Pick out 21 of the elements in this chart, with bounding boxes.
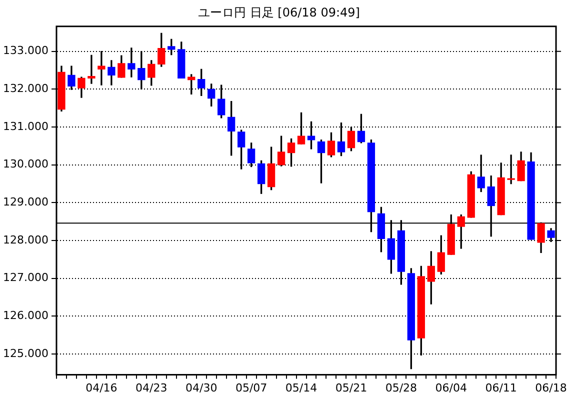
y-tick-label: 131.000 [2, 120, 48, 133]
x-tick-label: 06/04 [435, 381, 467, 394]
candlestick [88, 54, 96, 84]
x-tick-label: 05/14 [285, 381, 318, 394]
x-tick-label: 05/21 [335, 381, 368, 394]
x-tick-label: 04/23 [136, 381, 168, 394]
x-tick-label: 04/16 [86, 381, 118, 394]
y-tick-label: 125.000 [2, 346, 48, 360]
y-tick-label: 132.000 [2, 82, 48, 96]
x-tick-label: 06/11 [485, 381, 517, 394]
x-tick-label: 06/18 [535, 381, 567, 394]
x-tick-label: 04/30 [186, 381, 218, 394]
x-tick-label: 05/28 [385, 381, 418, 394]
y-tick-label: 129.000 [2, 196, 48, 209]
x-tick-label: 05/07 [235, 381, 268, 394]
y-tick-label: 133.000 [2, 44, 48, 58]
y-tick-label: 128.000 [2, 233, 48, 246]
y-tick-label: 126.000 [2, 309, 48, 322]
y-tick-label: 127.000 [2, 271, 48, 284]
chart-title: ユーロ円 日足 [06/18 09:49] [198, 5, 360, 20]
y-tick-label: 130.000 [2, 158, 48, 171]
